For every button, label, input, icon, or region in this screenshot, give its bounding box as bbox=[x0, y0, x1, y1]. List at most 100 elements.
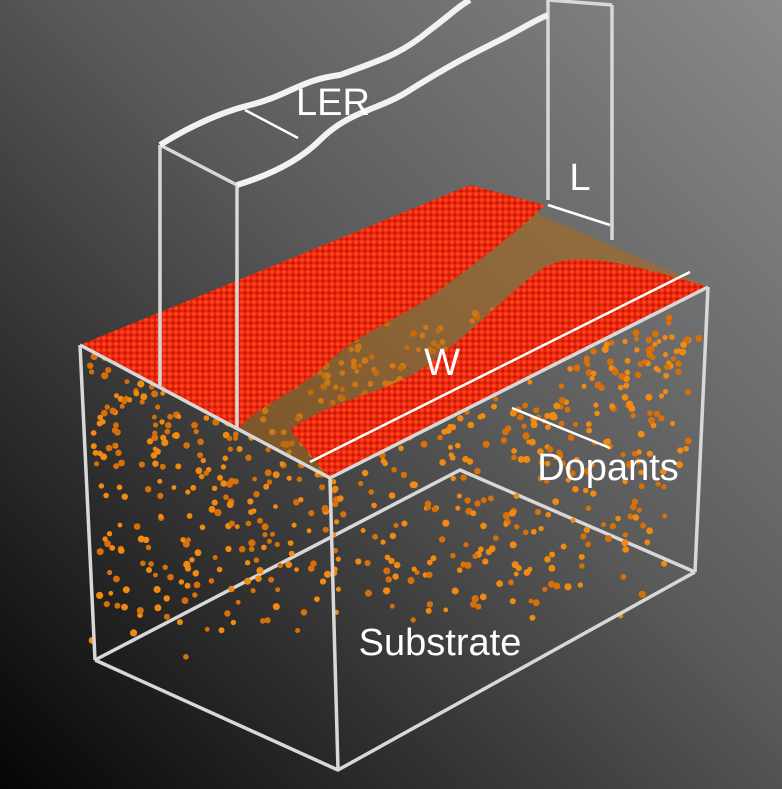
dopant bbox=[362, 470, 368, 476]
dopant bbox=[676, 360, 682, 366]
dopant bbox=[586, 506, 591, 511]
dopant bbox=[450, 455, 456, 461]
dopant bbox=[257, 518, 263, 524]
dopant bbox=[361, 528, 366, 533]
dopant bbox=[510, 598, 516, 604]
dopant bbox=[662, 335, 667, 340]
dopant bbox=[255, 575, 262, 582]
dopant bbox=[91, 430, 97, 436]
dopant bbox=[528, 380, 533, 385]
dopant bbox=[212, 500, 218, 506]
dopant bbox=[256, 567, 263, 574]
dopant bbox=[522, 432, 529, 439]
dopant bbox=[394, 562, 401, 569]
dopant bbox=[194, 429, 199, 434]
dopant bbox=[390, 533, 396, 539]
dopant bbox=[542, 587, 547, 592]
dopant bbox=[192, 592, 197, 597]
dopant bbox=[390, 604, 395, 609]
dopant bbox=[97, 548, 104, 555]
dopant bbox=[401, 521, 407, 527]
dopant bbox=[275, 542, 280, 547]
dopant bbox=[595, 382, 602, 389]
dopant bbox=[664, 364, 670, 370]
dopant bbox=[368, 489, 374, 495]
dopant bbox=[103, 493, 109, 499]
dopant bbox=[247, 498, 253, 504]
dopant bbox=[270, 532, 275, 537]
dopant bbox=[488, 495, 494, 501]
dopant bbox=[510, 541, 517, 548]
dopant bbox=[323, 527, 329, 533]
dopant bbox=[530, 615, 536, 621]
dopant bbox=[110, 408, 117, 415]
dopant bbox=[622, 339, 627, 344]
dopant bbox=[398, 446, 404, 452]
dopant bbox=[186, 537, 191, 542]
dopant bbox=[633, 329, 640, 336]
dopant bbox=[623, 383, 629, 389]
dopant bbox=[307, 528, 312, 533]
dopant bbox=[108, 591, 113, 596]
dopant bbox=[214, 509, 221, 516]
dopant bbox=[194, 570, 199, 575]
dopant bbox=[448, 445, 453, 450]
label-ler: LER bbox=[296, 82, 370, 124]
dopant bbox=[443, 608, 448, 613]
dopant bbox=[412, 567, 417, 572]
dopant bbox=[639, 591, 646, 598]
dopant bbox=[324, 571, 331, 578]
dopant bbox=[99, 483, 104, 488]
dopant bbox=[237, 446, 243, 452]
dopant bbox=[544, 556, 551, 563]
dopant bbox=[267, 539, 272, 544]
dopant bbox=[228, 447, 233, 452]
dopant bbox=[118, 547, 125, 554]
dopant bbox=[642, 359, 647, 364]
dopant bbox=[451, 476, 456, 481]
dopant bbox=[635, 372, 642, 379]
dopant bbox=[167, 574, 174, 581]
dopant bbox=[308, 565, 315, 572]
dopant bbox=[235, 524, 240, 529]
dopant bbox=[176, 414, 181, 419]
dopant bbox=[452, 588, 459, 595]
dopant bbox=[220, 480, 227, 487]
dopant bbox=[164, 595, 170, 601]
dopant bbox=[657, 339, 662, 344]
dopant bbox=[568, 434, 575, 441]
dopant bbox=[236, 600, 241, 605]
dopant bbox=[249, 546, 255, 552]
dopant bbox=[371, 503, 377, 509]
dopant bbox=[159, 419, 164, 424]
dopant bbox=[101, 372, 108, 379]
dopant bbox=[663, 352, 668, 357]
dopant bbox=[189, 557, 194, 562]
dopant bbox=[87, 363, 93, 369]
dopant bbox=[319, 484, 325, 490]
dopant bbox=[457, 567, 463, 573]
dopant bbox=[340, 511, 346, 517]
dopant bbox=[105, 367, 111, 373]
dopant bbox=[297, 477, 302, 482]
dopant bbox=[633, 514, 640, 521]
dopant bbox=[219, 627, 225, 633]
dopant bbox=[644, 540, 650, 546]
dopant bbox=[336, 557, 341, 562]
dopant bbox=[245, 455, 251, 461]
dopant bbox=[217, 475, 223, 481]
dopant bbox=[564, 583, 571, 590]
dopant bbox=[113, 463, 119, 469]
dopant bbox=[260, 618, 266, 624]
dopant bbox=[151, 452, 157, 458]
dopant bbox=[294, 567, 299, 572]
dopant bbox=[573, 365, 580, 372]
dopant bbox=[289, 551, 295, 557]
dopant bbox=[203, 470, 209, 476]
dopant bbox=[604, 341, 610, 347]
dopant bbox=[590, 490, 596, 496]
dopant bbox=[467, 458, 473, 464]
dopant bbox=[102, 536, 107, 541]
dopant bbox=[529, 439, 536, 446]
dopant bbox=[658, 415, 664, 421]
